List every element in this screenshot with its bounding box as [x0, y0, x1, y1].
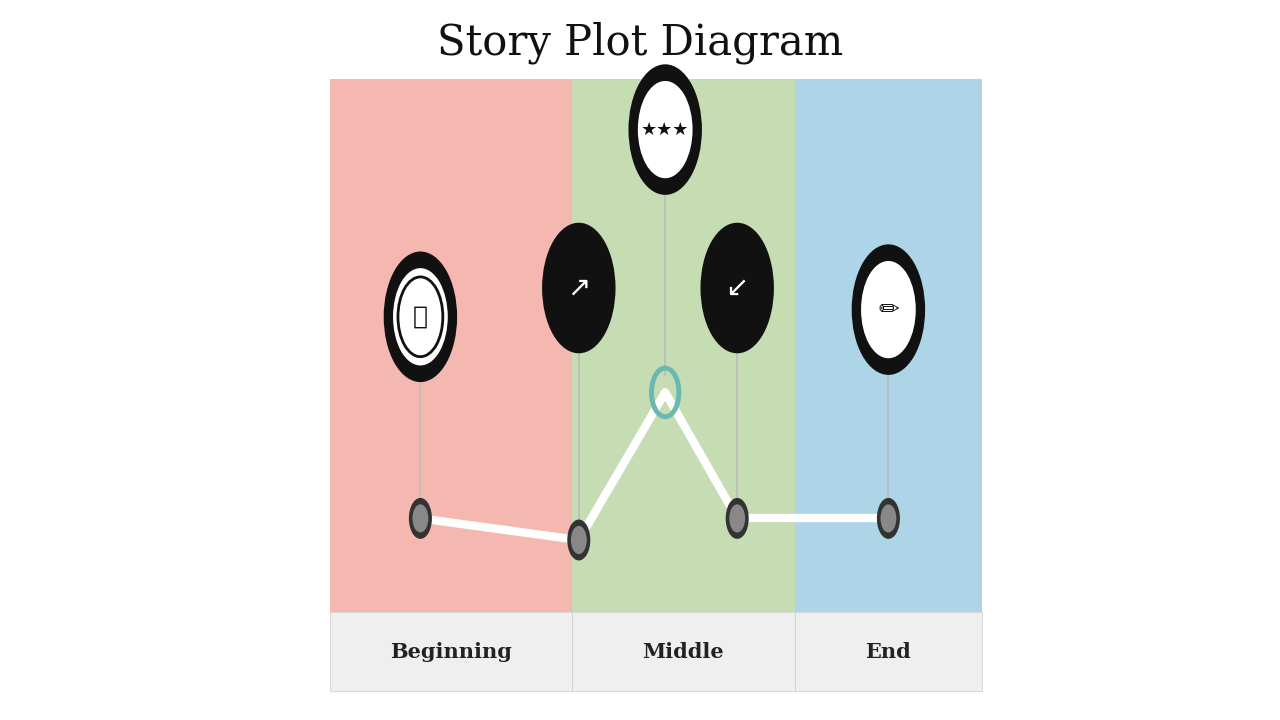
Text: ✏: ✏: [878, 297, 899, 322]
Ellipse shape: [393, 268, 448, 366]
Ellipse shape: [543, 222, 616, 354]
Bar: [572, 612, 795, 691]
Ellipse shape: [628, 64, 701, 195]
Ellipse shape: [730, 504, 745, 533]
Ellipse shape: [726, 498, 749, 539]
Text: ↙: ↙: [726, 274, 749, 302]
Ellipse shape: [408, 498, 431, 539]
Text: ↗: ↗: [567, 274, 590, 302]
Bar: [795, 79, 982, 612]
Text: Story Plot Diagram: Story Plot Diagram: [436, 22, 844, 65]
Ellipse shape: [412, 504, 429, 533]
Ellipse shape: [700, 222, 774, 354]
Ellipse shape: [567, 520, 590, 560]
Bar: [795, 612, 982, 691]
Ellipse shape: [861, 261, 915, 359]
Bar: [330, 79, 572, 612]
Ellipse shape: [851, 244, 925, 375]
Text: Beginning: Beginning: [390, 642, 512, 662]
Ellipse shape: [552, 239, 607, 337]
Ellipse shape: [637, 81, 692, 179]
Ellipse shape: [877, 498, 900, 539]
Ellipse shape: [881, 504, 896, 533]
Text: ⎓: ⎓: [413, 305, 428, 329]
Text: Middle: Middle: [643, 642, 724, 662]
Ellipse shape: [571, 526, 586, 554]
Text: ★★★: ★★★: [641, 120, 690, 138]
Bar: [330, 612, 572, 691]
Bar: [572, 79, 795, 612]
Ellipse shape: [384, 251, 457, 382]
Text: End: End: [865, 642, 911, 662]
Ellipse shape: [710, 239, 764, 337]
